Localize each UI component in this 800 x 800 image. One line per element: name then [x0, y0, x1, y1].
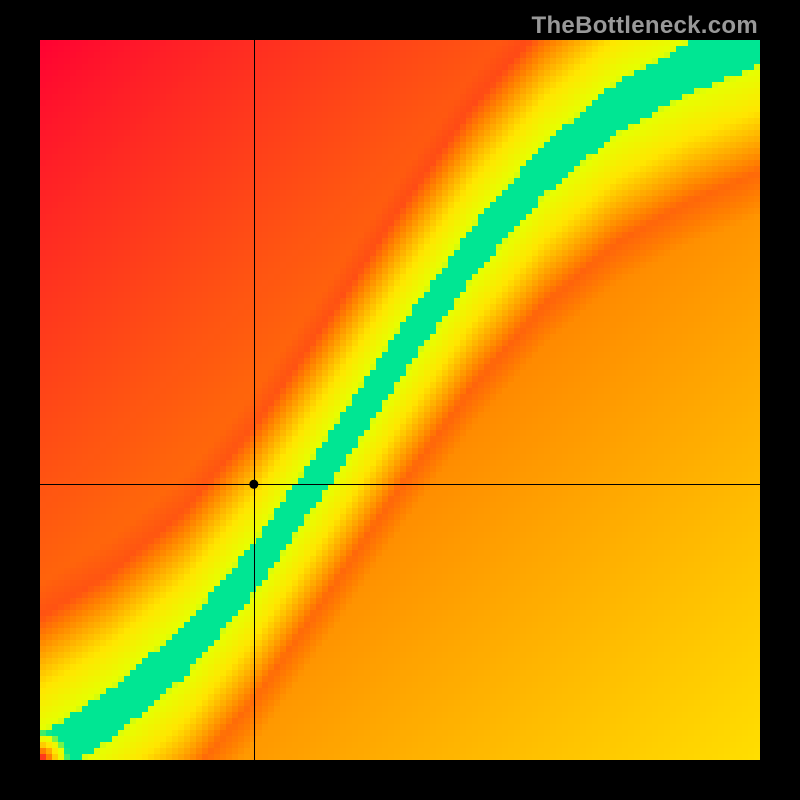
bottleneck-heatmap [40, 40, 760, 760]
watermark-text: TheBottleneck.com [532, 12, 758, 40]
